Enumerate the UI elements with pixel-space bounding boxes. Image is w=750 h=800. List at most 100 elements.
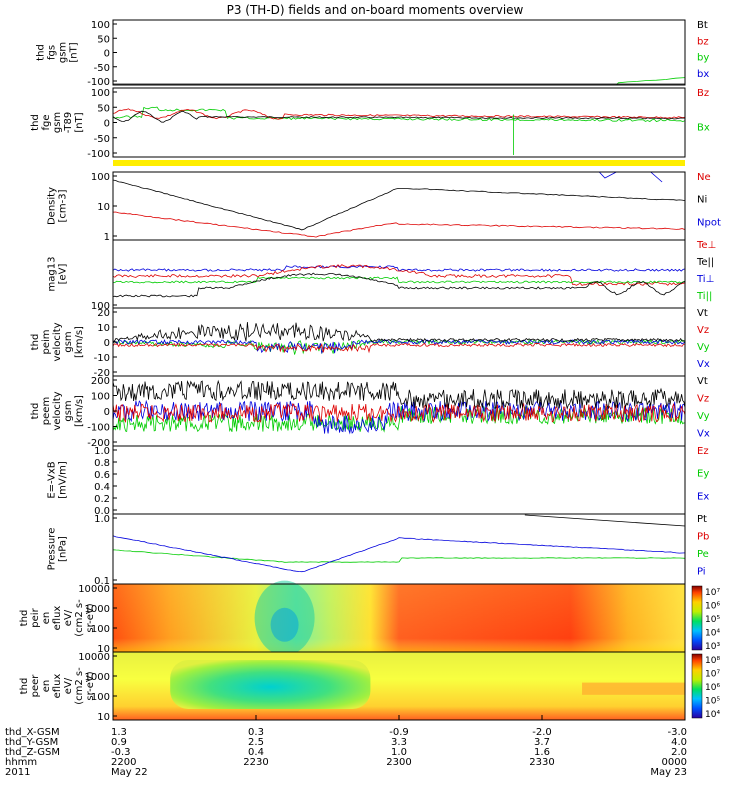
panel-peem_vel: VtVzVyVx2001000-100-200thd peem velocity gs… [30,376,710,449]
legend-entry: Pb [697,532,709,543]
legend-entry: Te|| [696,257,714,268]
y-axis-label: thd [30,334,41,351]
y-axis-label: gsm [58,42,69,63]
legend-entry: Pi [697,567,706,578]
y-tick-label: -100 [87,77,110,88]
legend-entry: Vy [697,411,710,422]
x-axis-annotations: thd_X-GSMthd_Y-GSMthd_Z-GSMhhmm20111.30.… [5,715,687,778]
y-axis-label: peim [41,329,52,354]
traces-fgs [113,78,685,96]
y-axis-label: eflux [52,674,63,699]
y-axis-label: [nT] [69,42,80,62]
x-axis-value: 2300 [386,757,411,768]
series-trace-0 [113,107,685,122]
y-axis-label: fgs [47,45,58,60]
legend-entry: Vz [697,394,709,405]
colorbar-tick-label: 10⁸ [705,656,720,666]
legend-entry: Vy [697,342,710,353]
series-trace-0 [113,78,685,96]
legend-entry: Vx [697,359,710,370]
y-axis-label: thd [36,44,47,61]
legend-entry: bx [697,69,709,80]
y-tick-label: 0.2 [94,494,110,505]
x-axis-value: May 22 [111,767,148,778]
y-tick-label: 1.0 [94,446,110,457]
y-tick-label: -10 [94,353,110,364]
y-tick-label: -100 [87,423,110,434]
series-trace-3 [113,381,685,409]
spectrogram-band [582,683,685,695]
y-tick-label: 50 [97,34,110,45]
y-axis-label: eV/ [63,609,74,626]
y-tick-label: 0 [104,338,110,349]
y-tick-label: -50 [94,63,110,74]
colorbar-peer_spec [692,654,702,718]
y-tick-label: -100 [87,149,110,160]
y-axis-label: eflux [52,606,63,631]
y-axis-label: [nT] [74,112,85,132]
y-axis-label: en [41,680,52,693]
y-tick-label: 1.0 [94,514,110,525]
colorbar-tick-label: 10⁵ [705,697,720,707]
colorbar-tick-label: 10⁴ [705,629,720,639]
spectrogram-core [271,608,299,642]
y-axis-label: thd [30,403,41,420]
y-axis-label: Density [47,187,58,225]
legend-entry: Pe [697,549,709,560]
colorbar-peir_spec [692,586,702,650]
x-axis-value: 2330 [529,757,554,768]
series-trace-1 [113,536,685,572]
traces-peem_vel [113,381,685,434]
quality-flag-bar [113,160,685,166]
series-trace-2 [599,172,662,182]
legend-entry: bz [697,36,709,47]
y-axis-label: sr-eV) [85,671,96,700]
y-tick-label: 0.4 [94,482,110,493]
y-tick-label: 1 [104,232,110,243]
y-tick-label: 10 [97,202,110,213]
y-tick-label: 0 [104,119,110,130]
traces-density [113,172,685,237]
y-tick-label: 200 [91,376,110,387]
panel-fgs: Bt bz by bx 100 50 0 -50 -100 thd fgs gsm [nT] [36,20,710,95]
panel-frame [113,240,685,308]
series-trace-2 [113,344,685,353]
y-axis-label: thd [19,610,30,627]
panel-efield: EzEyEx1.00.80.60.40.20.0E=-VxB [mV/m] [47,446,710,517]
legend-entry: Ey [697,469,709,480]
series-trace-0 [113,266,685,271]
legend-entry: Ni [697,195,707,206]
colorbar-tick-label: 10³ [705,642,720,652]
panel-peim_vel: Vt Vz Vy Vx 20 10 0 -10 -20 thd peim velocity gsm [km… [30,308,710,379]
spectrogram-feature [170,660,370,709]
series-trace-0 [113,550,685,563]
panel-peir_spec: 10⁷10⁶10⁵10⁴10³10000100010010thd peir en ef… [19,581,720,656]
y-axis-label: sr-eV) [85,603,96,632]
y-axis-label: peir [30,607,41,627]
y-axis-label: fge [41,114,52,130]
y-axis-label: velocity [52,322,63,361]
y-axis-label: [km/s] [74,326,85,358]
series-trace-3 [113,322,685,341]
overview-figure: P3 (TH-D) fields and on-board moments ov… [0,0,750,800]
y-axis-label: eV/ [63,677,74,694]
panel-density: NeNiNpot100101Density [cm-3] [47,172,721,243]
y-axis-label: (cm2 s- [74,667,85,705]
panel-temperature: Te⊥Te||Ti⊥Ti||100mag13 [eV] [47,240,717,312]
legend-entry: Pt [697,514,707,525]
x-axis-row-label: 2011 [5,767,30,778]
y-axis-label: peer [30,674,41,698]
y-axis-label: [eV] [58,264,69,285]
y-tick-label: 0 [104,407,110,418]
y-tick-label: 100 [91,88,110,99]
y-axis-label: E=-VxB [47,461,58,498]
panel-fge: Bz Bx 100 50 0 -50 -100 thd fge gsm -T89 [nT] [30,88,710,160]
y-tick-label: 100 [91,20,110,31]
series-trace-1 [113,109,685,120]
y-axis-label: Pressure [47,528,58,571]
y-axis-label: thd [19,678,30,695]
y-axis-label: peem [41,397,52,425]
legend-entry: Bt [697,20,708,31]
series-trace-0 [113,340,685,355]
traces-peim_vel [113,322,685,355]
